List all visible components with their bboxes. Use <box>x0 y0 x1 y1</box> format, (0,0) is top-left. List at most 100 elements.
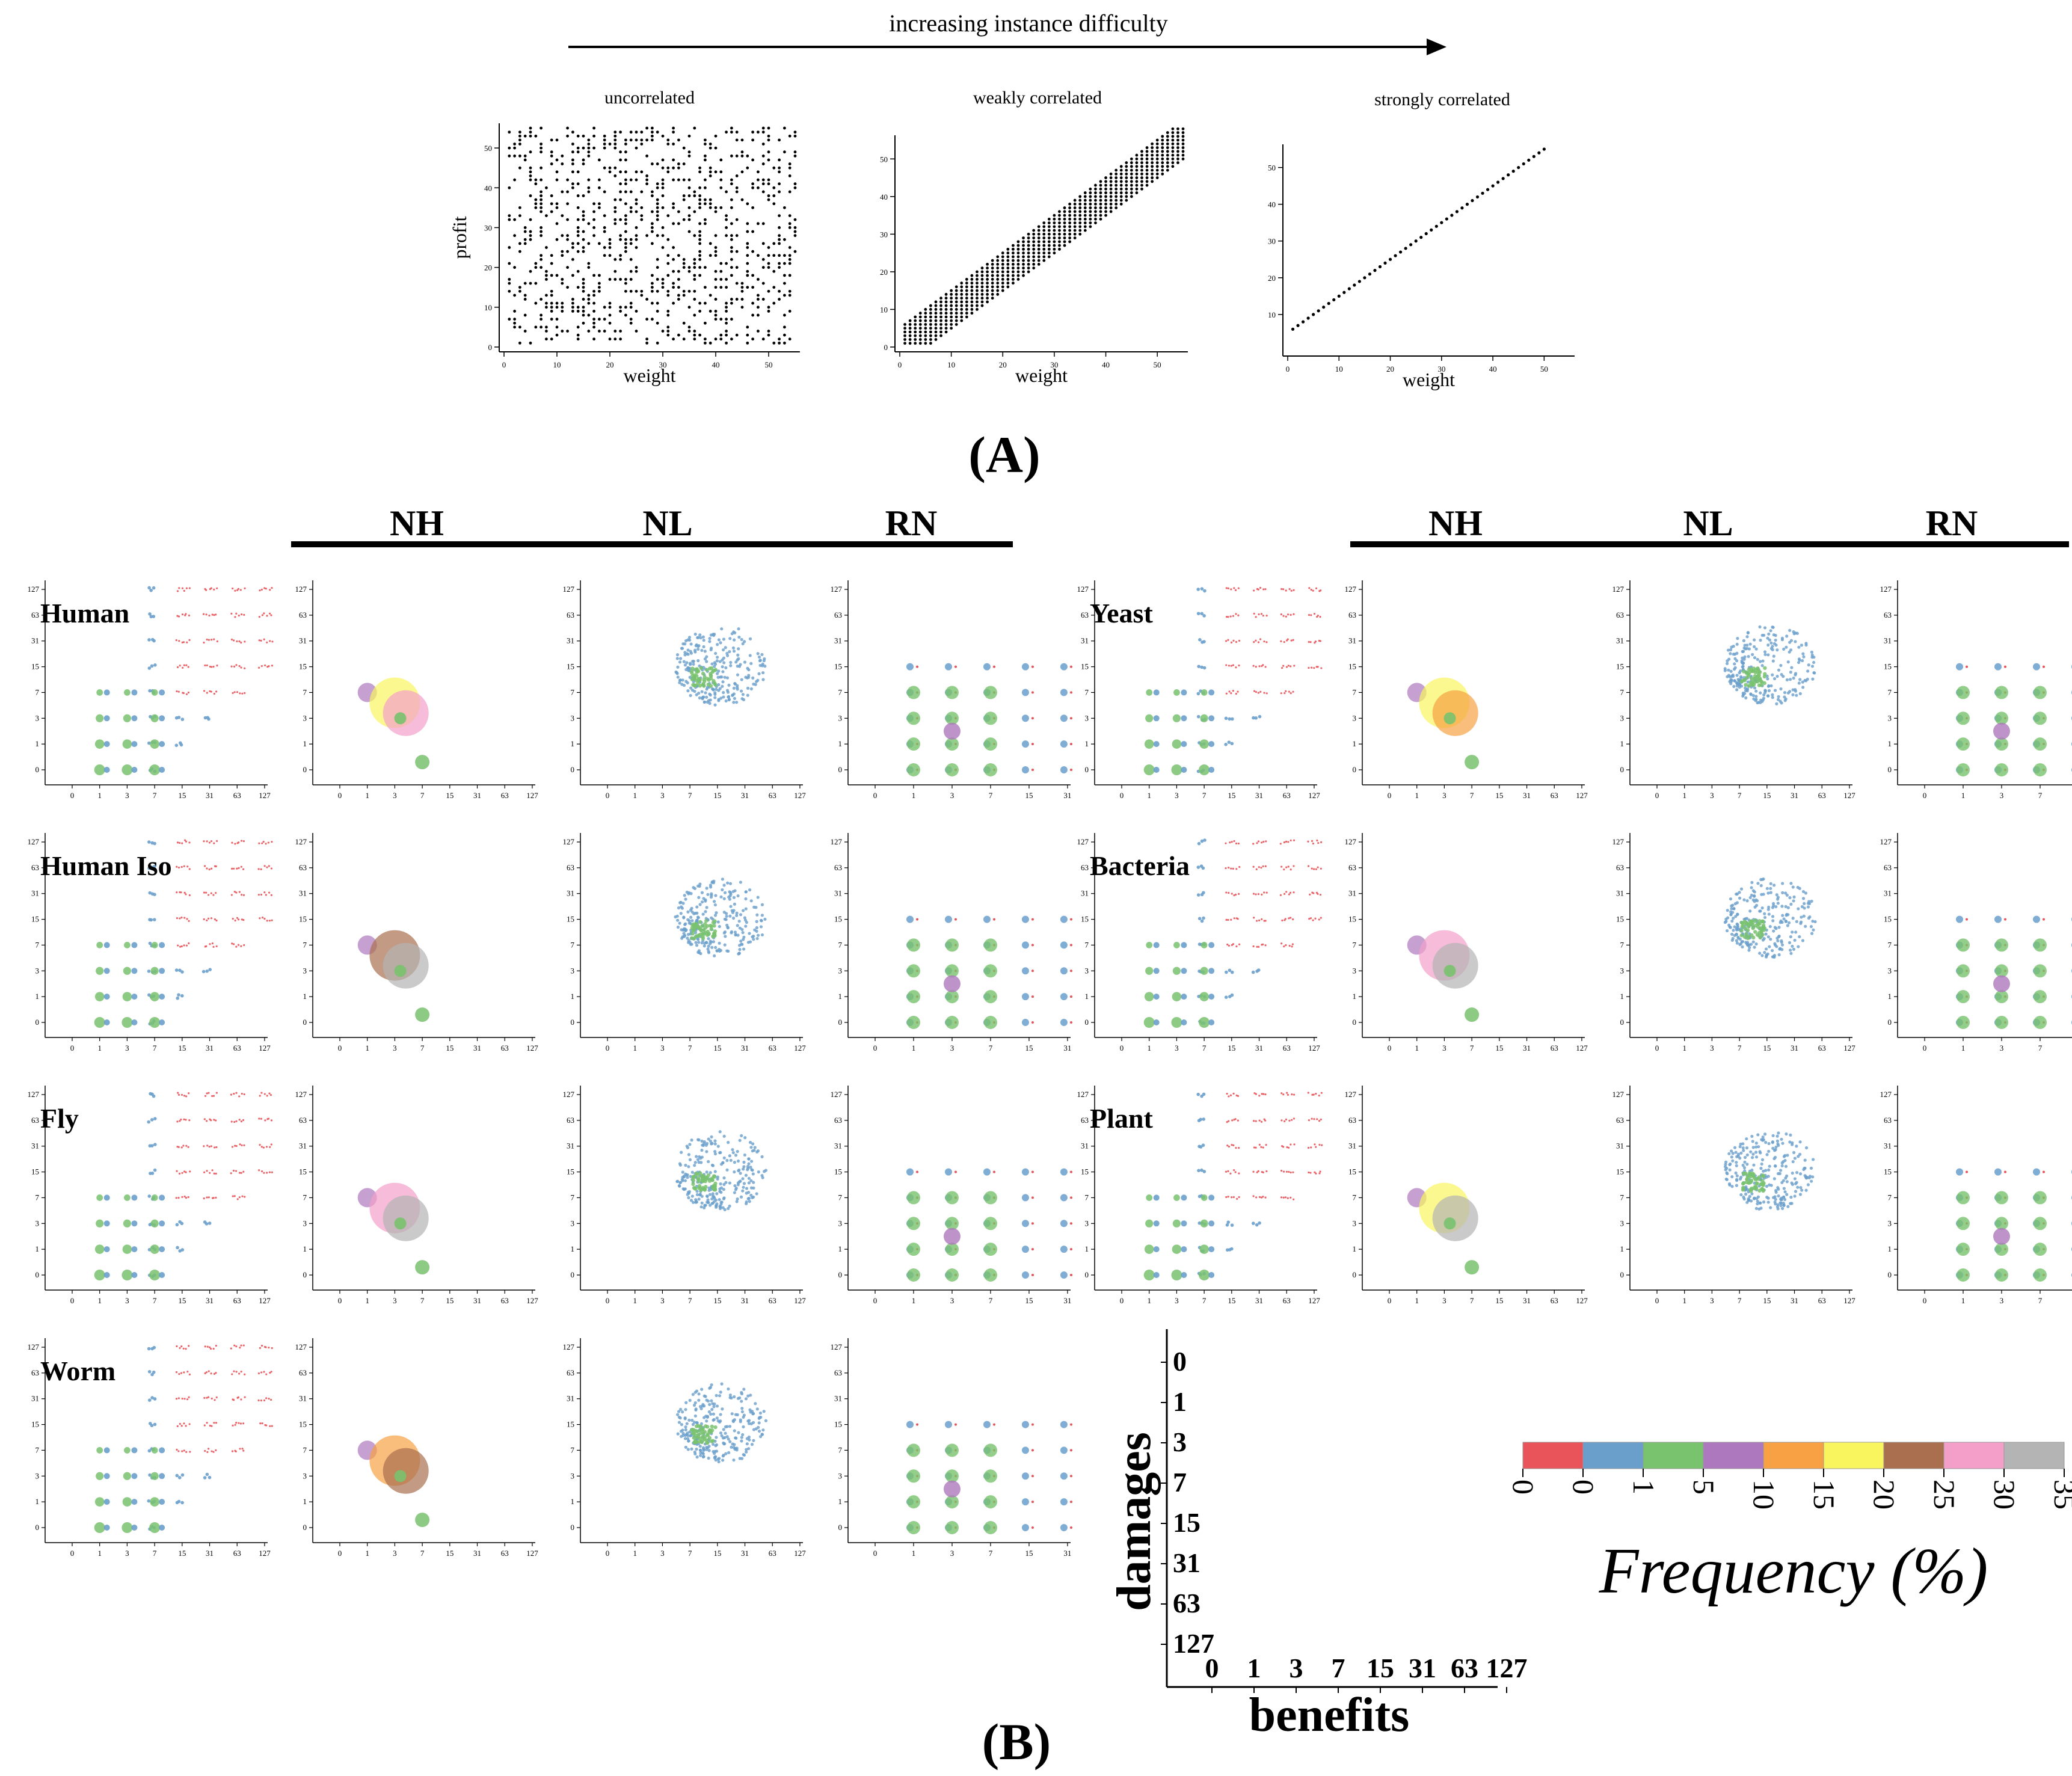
point <box>672 281 675 285</box>
point <box>523 158 527 162</box>
point <box>950 289 953 292</box>
point <box>613 269 617 273</box>
point <box>728 1181 731 1185</box>
point <box>693 337 696 341</box>
point <box>203 641 205 644</box>
point <box>131 1272 138 1278</box>
point <box>159 968 165 974</box>
point <box>180 1093 183 1096</box>
point <box>680 647 684 650</box>
point <box>1027 255 1030 259</box>
x-tick-label: 63 <box>501 1296 509 1305</box>
point <box>1172 714 1181 722</box>
point <box>235 1170 238 1172</box>
point <box>712 1452 716 1455</box>
point <box>1109 176 1113 179</box>
point <box>666 293 670 297</box>
point <box>1232 639 1235 642</box>
point <box>210 1372 212 1375</box>
point <box>693 289 696 293</box>
point <box>1775 702 1778 705</box>
y-tick-label: 7 <box>303 687 307 696</box>
y-tick-label: 31 <box>834 1141 842 1151</box>
point <box>793 150 797 154</box>
point <box>699 928 704 933</box>
point <box>678 681 681 684</box>
point <box>180 717 185 721</box>
y-tick-label: 63 <box>299 1368 307 1377</box>
x-tick-label: 0 <box>70 1043 75 1052</box>
chart-a-title: uncorrelated <box>604 88 695 108</box>
point <box>523 313 527 317</box>
point <box>732 650 736 653</box>
point <box>980 266 984 270</box>
point <box>238 1422 240 1424</box>
point <box>1145 161 1149 164</box>
point <box>701 1179 706 1183</box>
x-tick-label: 15 <box>1495 791 1503 800</box>
point <box>1073 232 1077 236</box>
point <box>270 1119 273 1122</box>
point <box>687 178 691 182</box>
point <box>767 266 770 269</box>
point <box>1119 180 1123 183</box>
point <box>722 661 726 665</box>
point <box>181 842 183 844</box>
point <box>705 655 709 659</box>
point <box>238 841 240 844</box>
point <box>534 281 538 285</box>
point <box>732 686 736 690</box>
x-tick-label: 3 <box>125 791 129 800</box>
point <box>739 1195 743 1199</box>
point <box>986 285 989 289</box>
point <box>715 1436 718 1439</box>
x-tick-label: 63 <box>769 1296 776 1305</box>
point <box>690 677 695 681</box>
point <box>706 929 710 934</box>
point <box>939 304 942 307</box>
point <box>1230 692 1232 695</box>
point <box>666 274 670 277</box>
point <box>718 675 722 679</box>
point <box>788 174 792 177</box>
point <box>651 126 654 130</box>
point <box>1021 1498 1029 1506</box>
point <box>944 312 948 315</box>
point <box>746 333 749 337</box>
point <box>954 665 957 668</box>
point <box>704 1424 708 1428</box>
point <box>1747 671 1751 675</box>
point <box>756 652 760 656</box>
point <box>682 198 686 201</box>
point <box>1751 693 1755 698</box>
y-tick-label: 3 <box>571 966 575 975</box>
point <box>696 1138 700 1141</box>
point <box>624 190 627 194</box>
point <box>1125 176 1128 179</box>
point <box>680 683 684 686</box>
point <box>518 154 521 158</box>
x-tick-label: 7 <box>989 791 993 800</box>
point <box>1032 229 1036 232</box>
point <box>687 306 691 309</box>
point <box>268 1347 270 1349</box>
point <box>1068 202 1071 206</box>
point <box>645 126 648 130</box>
point <box>758 1411 763 1415</box>
x-tick-label: 30 <box>659 360 667 369</box>
x-tick-label: 15 <box>1763 791 1771 800</box>
point <box>1060 1220 1068 1228</box>
point <box>1308 641 1310 643</box>
point <box>740 138 744 142</box>
point <box>205 589 208 591</box>
point <box>540 230 543 233</box>
point <box>1135 176 1139 179</box>
point <box>733 1443 736 1446</box>
point <box>778 298 781 301</box>
point <box>1006 274 1010 277</box>
point <box>732 896 736 899</box>
point <box>704 1143 708 1147</box>
y-tick-label: 127 <box>831 1342 843 1351</box>
